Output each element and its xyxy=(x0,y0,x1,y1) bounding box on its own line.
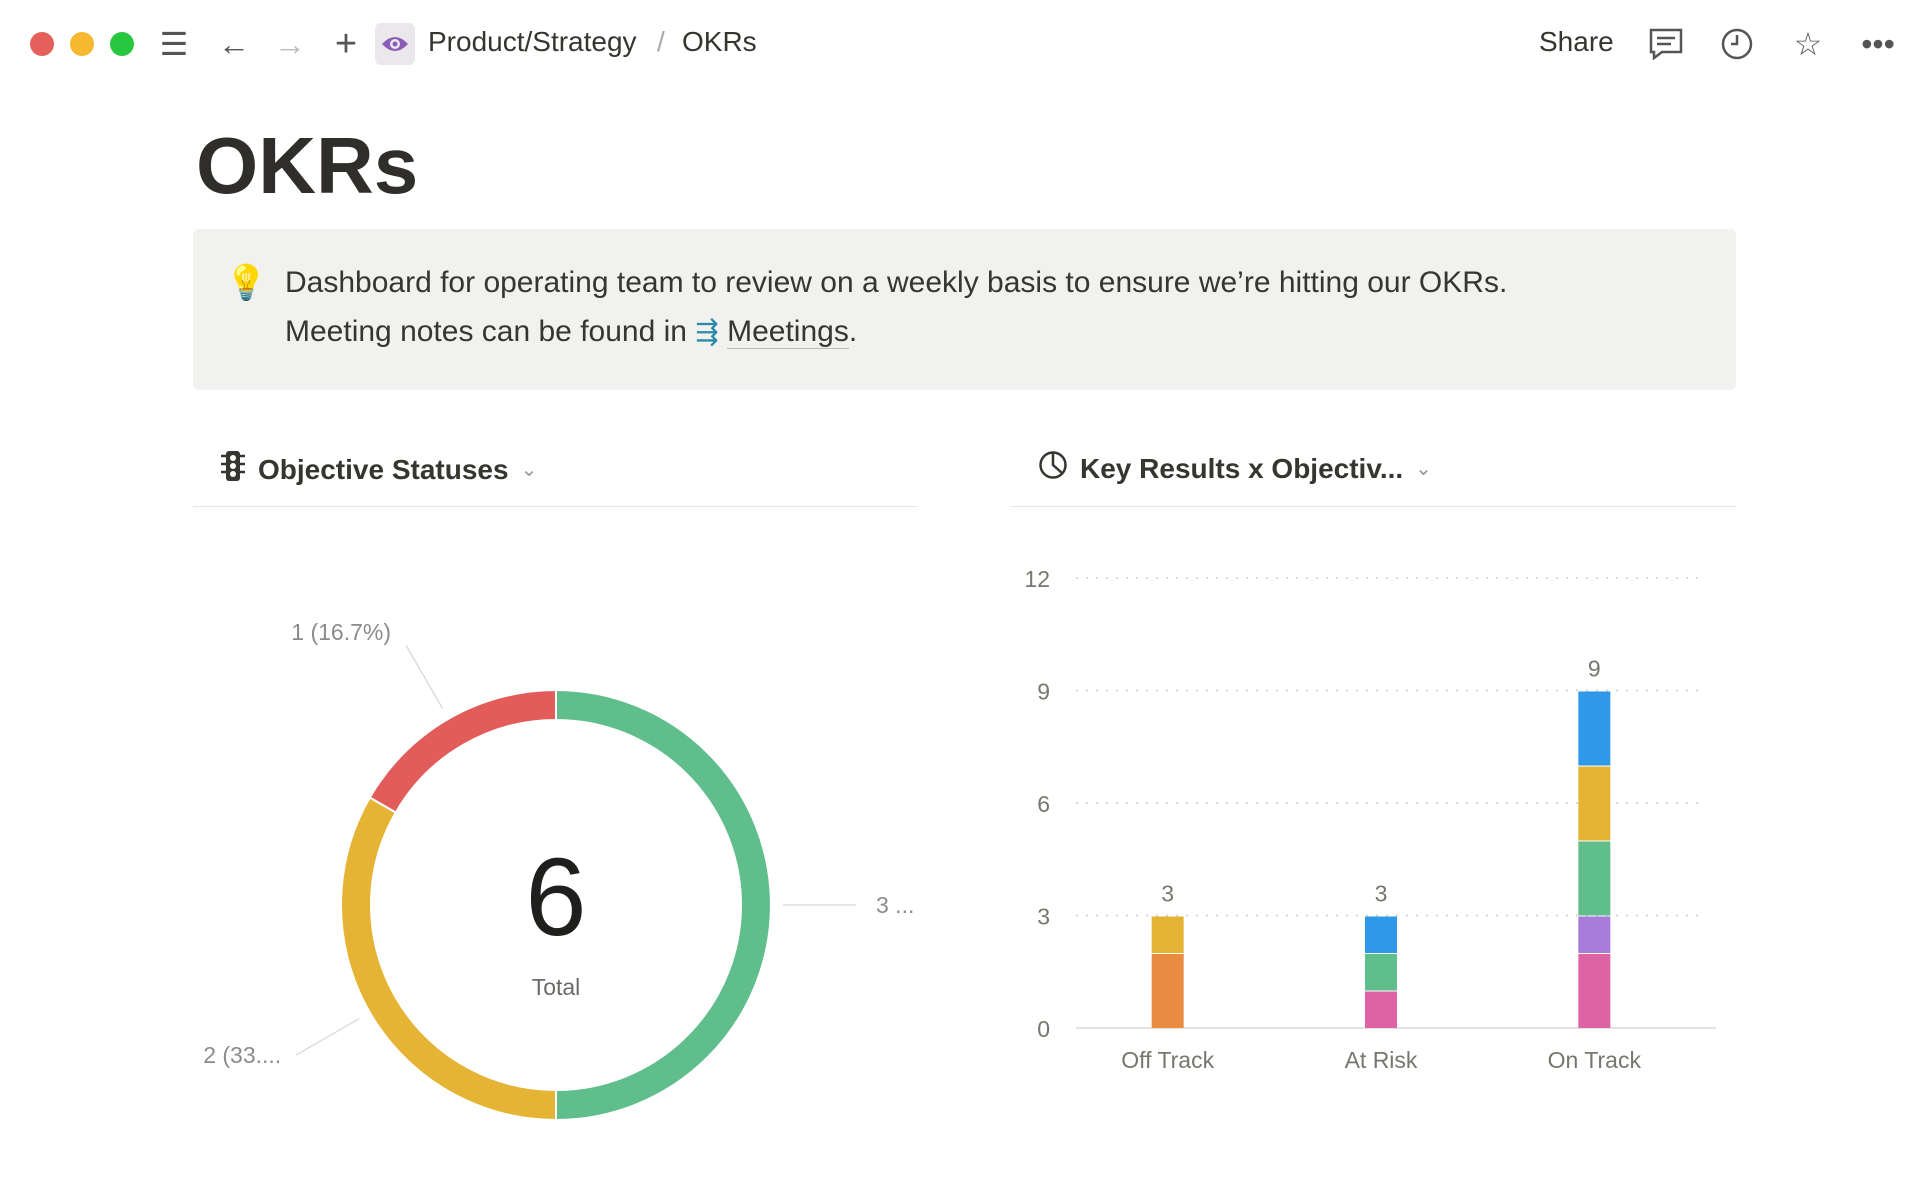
eye-icon xyxy=(375,23,415,65)
bar-segment[interactable] xyxy=(1365,954,1397,991)
maximize-window-button[interactable] xyxy=(110,32,134,56)
slice-label: 1 (16.7%) xyxy=(291,619,391,645)
bar-segment[interactable] xyxy=(1365,916,1397,954)
stacked-bar-chart: 0 3 6 9 12 3 Off Track 3 At Risk 9 On Track xyxy=(1024,566,1716,1073)
objective-statuses-header[interactable]: Objective Statuses ⌄ xyxy=(220,450,537,489)
x-tick-label: On Track xyxy=(1548,1047,1642,1073)
slice-leader-line xyxy=(295,1017,360,1056)
y-tick-label: 12 xyxy=(1024,566,1050,592)
callout-line-1: Dashboard for operating team to review o… xyxy=(285,266,1508,299)
traffic-light-icon xyxy=(220,450,246,489)
meetings-icon: ⇶ xyxy=(695,316,719,347)
forward-arrow-icon[interactable]: → xyxy=(274,25,306,62)
x-tick-label: At Risk xyxy=(1345,1047,1418,1073)
breadcrumb-separator: / xyxy=(657,26,665,57)
key-results-header[interactable]: Key Results x Objectiv... ⌄ xyxy=(1038,450,1432,487)
chevron-down-icon[interactable]: ⌄ xyxy=(520,459,538,481)
menu-icon[interactable]: ☰ xyxy=(159,26,189,62)
minimize-window-button[interactable] xyxy=(70,32,94,56)
bar-segment[interactable] xyxy=(1151,954,1184,1028)
page-title: OKRs xyxy=(196,121,419,210)
bar-segment[interactable] xyxy=(1578,841,1611,916)
y-tick-label: 3 xyxy=(1037,904,1050,930)
x-tick-label: Off Track xyxy=(1121,1047,1214,1073)
divider xyxy=(1010,506,1736,507)
back-arrow-icon[interactable]: ← xyxy=(218,25,250,62)
y-tick-label: 9 xyxy=(1037,679,1050,705)
callout-line-2: Meeting notes can be found in ⇶ Meetings… xyxy=(285,315,857,349)
donut-slice[interactable] xyxy=(555,688,772,1122)
bar-segment[interactable] xyxy=(1151,916,1184,954)
more-icon[interactable]: ••• xyxy=(1861,25,1895,62)
bar-segment[interactable] xyxy=(1578,916,1611,954)
donut-slice[interactable] xyxy=(340,796,557,1122)
comment-icon[interactable] xyxy=(1644,22,1688,66)
y-tick-label: 6 xyxy=(1037,791,1050,817)
bar-segment[interactable] xyxy=(1578,766,1611,841)
breadcrumb-parent[interactable]: Product/Strategy xyxy=(428,26,637,57)
plus-icon[interactable]: + xyxy=(334,22,358,65)
close-window-button[interactable] xyxy=(30,32,54,56)
callout-line-2-prefix: Meeting notes can be found in xyxy=(285,315,687,348)
star-icon[interactable]: ☆ xyxy=(1793,26,1823,62)
donut-total-label: Total xyxy=(532,974,581,1000)
bar-total-label: 3 xyxy=(1161,881,1174,907)
y-tick-label: 0 xyxy=(1037,1016,1050,1042)
bar-segment[interactable] xyxy=(1365,991,1397,1029)
breadcrumb-current[interactable]: OKRs xyxy=(682,26,757,57)
slice-leader-line xyxy=(405,644,444,709)
donut-slice[interactable] xyxy=(368,688,557,814)
bar-total-label: 3 xyxy=(1375,881,1388,907)
meetings-link[interactable]: Meetings xyxy=(727,315,849,349)
divider xyxy=(193,506,918,507)
clock-icon[interactable] xyxy=(1715,22,1759,66)
chevron-down-icon[interactable]: ⌄ xyxy=(1415,458,1432,480)
lightbulb-icon: 💡 xyxy=(225,264,268,302)
panel-title: Objective Statuses xyxy=(258,453,509,485)
bar-total-label: 9 xyxy=(1588,656,1601,682)
bar-segment[interactable] xyxy=(1578,954,1611,1028)
bar-segment[interactable] xyxy=(1578,691,1611,766)
callout-line-2-suffix: . xyxy=(848,315,858,348)
slice-label: 3 ... xyxy=(876,892,914,918)
callout: 💡 Dashboard for operating team to review… xyxy=(193,229,1736,390)
share-button[interactable]: Share xyxy=(1539,26,1614,57)
donut-total-value: 6 xyxy=(525,836,586,959)
donut-chart: 3 ... 2 (33.... 1 (16.7%) 6 Total xyxy=(203,619,914,1122)
panel-title: Key Results x Objectiv... xyxy=(1080,452,1404,484)
slice-label: 2 (33.... xyxy=(203,1042,281,1068)
pie-chart-icon xyxy=(1038,450,1068,487)
